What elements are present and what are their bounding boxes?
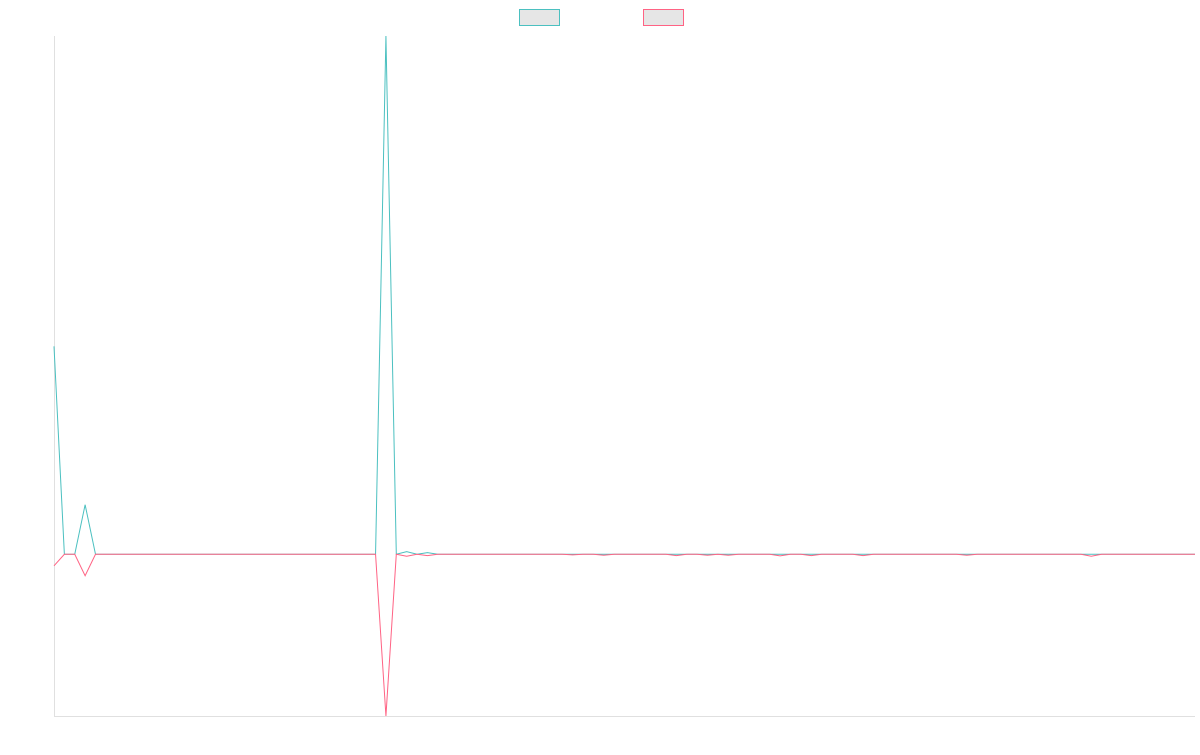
axes — [54, 36, 1195, 717]
legend-swatch-2 — [643, 9, 684, 26]
series-line-1 — [53, 35, 1195, 555]
legend-item-2 — [643, 9, 684, 26]
series-layer — [53, 35, 1195, 717]
series-line-2 — [53, 553, 1195, 717]
legend — [519, 9, 684, 26]
legend-swatch-1 — [519, 9, 560, 26]
legend-item-1 — [519, 9, 560, 26]
